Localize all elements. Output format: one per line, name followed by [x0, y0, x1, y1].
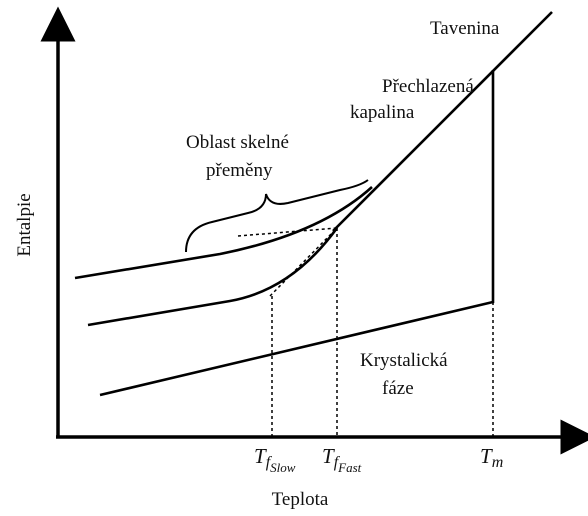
label: Tavenina [430, 18, 500, 39]
dashed-extrapolation [237, 227, 338, 297]
x-axis-label: Teplota [272, 489, 329, 510]
tick-part: T [480, 444, 493, 468]
label: fáze [382, 378, 414, 399]
tick-label: Tm [480, 444, 503, 471]
tick-label: TfSlow [254, 444, 296, 475]
tick-part: T [254, 444, 267, 468]
tick-part: f [266, 454, 273, 471]
label: Přechlazená [382, 76, 474, 97]
tick-part: m [492, 454, 504, 471]
tick-part: Fast [337, 460, 362, 475]
label: Oblast skelné [186, 132, 289, 153]
tick-part: f [334, 454, 341, 471]
slow-curve [74, 186, 373, 280]
label: přeměny [206, 160, 273, 181]
y-axis-label: Entalpie [14, 193, 35, 256]
tick-part: Slow [270, 460, 296, 475]
fast-curve [87, 227, 339, 327]
label: Krystalická [360, 350, 448, 371]
tick-part: T [322, 444, 335, 468]
tick-label: TfFast [322, 444, 362, 475]
dotted-drop [271, 228, 494, 437]
liquid-line [332, 11, 553, 232]
label: kapalina [350, 102, 415, 123]
brace [185, 179, 369, 253]
